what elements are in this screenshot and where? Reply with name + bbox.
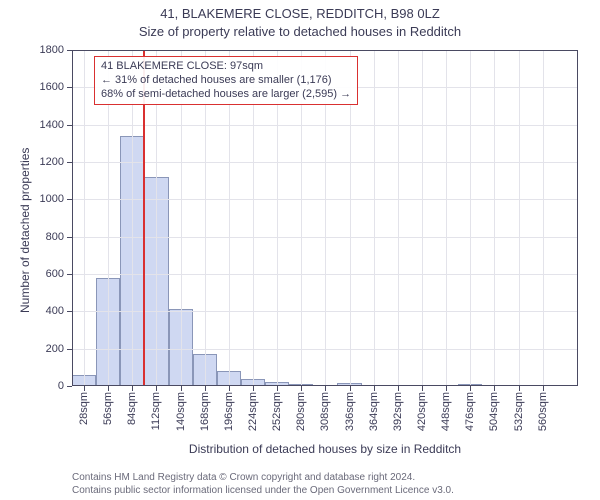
- attribution-footer: Contains HM Land Registry data © Crown c…: [72, 472, 454, 497]
- x-tick-label: 252sqm: [271, 392, 283, 431]
- x-tick-label: 476sqm: [464, 392, 476, 431]
- chart-title-line1: 41, BLAKEMERE CLOSE, REDDITCH, B98 0LZ: [0, 6, 600, 21]
- y-tick-label: 1400: [40, 119, 64, 131]
- x-tick-label: 196sqm: [223, 392, 235, 431]
- x-tick-label: 532sqm: [513, 392, 525, 431]
- footer-line: Contains HM Land Registry data © Crown c…: [72, 472, 454, 485]
- x-tick-label: 336sqm: [344, 392, 356, 431]
- x-tick-label: 140sqm: [175, 392, 187, 431]
- x-tick-label: 112sqm: [150, 392, 162, 430]
- x-tick-label: 28sqm: [78, 392, 90, 425]
- x-tick-label: 224sqm: [247, 392, 259, 431]
- y-tick-label: 0: [58, 380, 64, 392]
- info-line: 68% of semi-detached houses are larger (…: [101, 88, 351, 102]
- x-tick-label: 420sqm: [416, 392, 428, 431]
- y-tick-label: 1000: [40, 193, 64, 205]
- x-axis-label: Distribution of detached houses by size …: [72, 442, 578, 456]
- info-line: ← 31% of detached houses are smaller (1,…: [101, 74, 351, 88]
- chart-title-line2: Size of property relative to detached ho…: [0, 24, 600, 39]
- property-info-box: 41 BLAKEMERE CLOSE: 97sqm ← 31% of detac…: [94, 56, 358, 105]
- x-tick-label: 364sqm: [368, 392, 380, 431]
- y-tick-label: 800: [46, 231, 64, 243]
- y-tick-label: 1600: [40, 81, 64, 93]
- x-tick-label: 448sqm: [440, 392, 452, 431]
- x-tick-label: 280sqm: [295, 392, 307, 431]
- x-tick-label: 168sqm: [199, 392, 211, 431]
- y-tick-label: 1800: [40, 44, 64, 56]
- x-tick-label: 308sqm: [319, 392, 331, 431]
- y-tick-label: 200: [46, 343, 64, 355]
- y-tick-label: 1200: [40, 156, 64, 168]
- y-tick-label: 400: [46, 305, 64, 317]
- y-axis-label: Number of detached properties: [18, 148, 32, 313]
- x-tick-label: 84sqm: [126, 392, 138, 425]
- x-tick-label: 560sqm: [537, 392, 549, 431]
- x-tick-label: 504sqm: [488, 392, 500, 431]
- x-tick-label: 392sqm: [392, 392, 404, 431]
- info-line: 41 BLAKEMERE CLOSE: 97sqm: [101, 60, 351, 74]
- footer-line: Contains public sector information licen…: [72, 485, 454, 498]
- x-tick-label: 56sqm: [102, 392, 114, 425]
- y-tick-label: 600: [46, 268, 64, 280]
